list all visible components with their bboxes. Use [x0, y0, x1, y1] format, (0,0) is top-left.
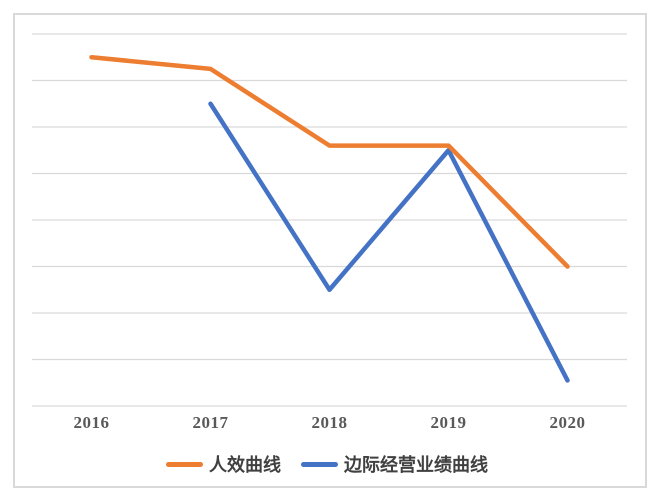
x-axis-label: 2016: [73, 413, 110, 432]
series-line: [208, 101, 570, 383]
legend-label: 边际经营业绩曲线: [344, 455, 488, 475]
x-axis-label: 2018: [311, 413, 348, 432]
series-line: [89, 55, 570, 269]
x-axis-label: 2017: [192, 413, 229, 432]
x-axis-label: 2020: [549, 413, 586, 432]
legend-swatch: [166, 461, 203, 467]
legend-label: 人效曲线: [209, 455, 281, 475]
legend-item: 边际经营业绩曲线: [301, 451, 488, 477]
legend-swatch: [301, 461, 338, 467]
x-axis-labels: 2016 2017 2018 2019 2020: [0, 413, 654, 435]
x-axis-label: 2019: [430, 413, 467, 432]
legend: 人效曲线 边际经营业绩曲线: [0, 450, 654, 478]
legend-item: 人效曲线: [166, 451, 281, 477]
chart-frame: [13, 13, 647, 488]
